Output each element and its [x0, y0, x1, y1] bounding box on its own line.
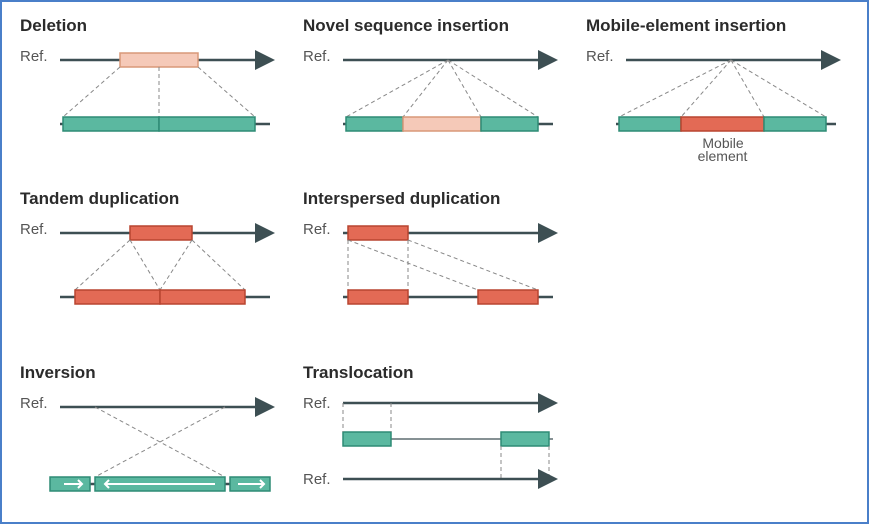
title-novel: Novel sequence insertion [303, 16, 566, 36]
svg-mobile: Mobile [586, 42, 846, 152]
svg-interspersed [303, 215, 563, 325]
panel-mobile: Mobile-element insertion Ref. Mobile [586, 16, 849, 161]
ref-label: Ref. [20, 48, 48, 65]
ref-label-2: Ref. [303, 471, 331, 488]
mobile-element-label: element [681, 148, 764, 164]
diagram-grid: Deletion Ref. [20, 16, 849, 508]
svg-novel [303, 42, 563, 152]
panel-novel: Novel sequence insertion Ref. [303, 16, 566, 161]
title-interspersed: Interspersed duplication [303, 189, 566, 209]
title-translocation: Translocation [303, 363, 566, 383]
ref-label: Ref. [20, 221, 48, 238]
svg-translocation-wrap: Ref. Ref. [303, 389, 566, 508]
ref-label: Ref. [303, 395, 331, 412]
svg-interspersed-wrap: Ref. [303, 215, 566, 334]
title-deletion: Deletion [20, 16, 283, 36]
svg-deletion [20, 42, 280, 152]
ref-label: Ref. [303, 48, 331, 65]
empty-cell [586, 189, 849, 334]
svg-tandem-wrap: Ref. [20, 215, 283, 334]
svg-inversion-wrap: Ref. [20, 389, 283, 508]
empty-cell-2 [586, 363, 849, 508]
panel-deletion: Deletion Ref. [20, 16, 283, 161]
panel-inversion: Inversion Ref. [20, 363, 283, 508]
svg-novel-wrap: Ref. [303, 42, 566, 161]
ref-label: Ref. [303, 221, 331, 238]
svg-tandem [20, 215, 280, 325]
svg-translocation [303, 389, 563, 499]
title-mobile: Mobile-element insertion [586, 16, 849, 36]
svg-mobile-wrap: Ref. Mobile element [586, 42, 849, 161]
panel-tandem: Tandem duplication Ref. [20, 189, 283, 334]
svg-inversion [20, 389, 280, 499]
svg-deletion-wrap: Ref. [20, 42, 283, 161]
title-tandem: Tandem duplication [20, 189, 283, 209]
ref-label: Ref. [20, 395, 48, 412]
panel-interspersed: Interspersed duplication Ref. [303, 189, 566, 334]
ref-label: Ref. [586, 48, 614, 65]
panel-translocation: Translocation Ref. Ref. [303, 363, 566, 508]
title-inversion: Inversion [20, 363, 283, 383]
